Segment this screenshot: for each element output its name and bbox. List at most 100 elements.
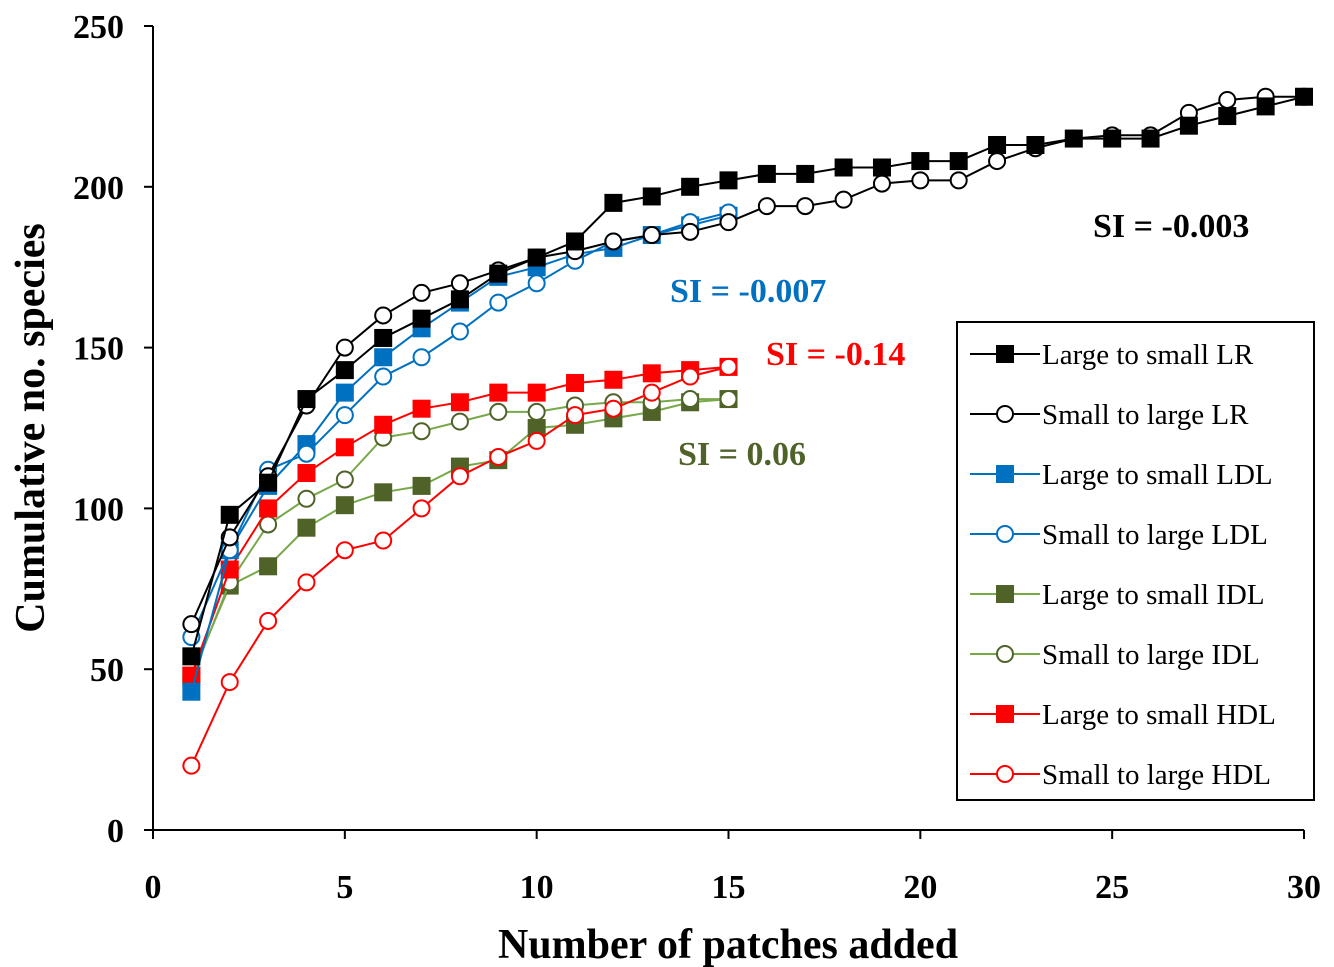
data-point — [374, 306, 393, 325]
data-point — [1295, 87, 1313, 106]
data-point — [335, 496, 354, 515]
x-axis-title: Number of patches added — [498, 922, 958, 967]
data-point — [527, 248, 546, 267]
data-point — [374, 415, 393, 434]
data-point — [1218, 107, 1237, 126]
data-point — [450, 322, 469, 341]
data-point — [374, 348, 393, 367]
data-point — [566, 232, 585, 251]
legend-item: Large to small IDL — [970, 579, 1265, 611]
legend-label: Small to large LDL — [1042, 519, 1268, 551]
y-tick-label: 0 — [107, 813, 124, 850]
legend-marker — [996, 765, 1014, 783]
legend-item: Small to large IDL — [970, 639, 1260, 671]
data-point — [527, 274, 546, 293]
data-point — [604, 232, 623, 251]
data-point — [335, 541, 354, 560]
x-tick-label: 5 — [336, 869, 353, 906]
data-point — [412, 283, 431, 302]
data-point — [489, 447, 508, 466]
legend-label: Large to small IDL — [1042, 579, 1265, 611]
legend-item: Large to small LR — [970, 339, 1254, 371]
series-small-to-large-hdl — [182, 357, 738, 775]
data-point — [489, 264, 508, 283]
data-point — [220, 673, 239, 692]
data-point — [412, 499, 431, 518]
data-point — [681, 390, 700, 409]
data-point — [259, 473, 278, 492]
data-point — [450, 274, 469, 293]
data-point — [719, 357, 738, 376]
data-point — [374, 531, 393, 550]
data-point — [681, 222, 700, 241]
axes: 0 5 10 15 20 25 30 0 50 100 150 200 250 — [73, 9, 1321, 906]
x-tick-label: 0 — [145, 869, 162, 906]
legend-marker — [996, 345, 1014, 363]
si-annotation-lr: SI = -0.003 — [1093, 208, 1249, 245]
series-layer — [182, 87, 1313, 775]
data-point — [182, 615, 201, 634]
series-small-to-large-idl — [182, 390, 738, 688]
data-point — [604, 399, 623, 418]
y-tick-label: 150 — [73, 331, 124, 368]
legend-label: Large to small LR — [1042, 339, 1254, 371]
data-point — [527, 383, 546, 402]
data-point — [1103, 129, 1122, 148]
data-point — [489, 383, 508, 402]
x-tick-label: 30 — [1287, 869, 1321, 906]
data-point — [335, 338, 354, 357]
legend: Large to small LR Small to large LR Large … — [956, 321, 1315, 801]
data-point — [1218, 90, 1237, 109]
data-point — [412, 309, 431, 328]
data-point — [374, 483, 393, 502]
series-large-to-small-idl — [182, 390, 738, 685]
data-point — [182, 682, 201, 701]
data-point — [220, 528, 239, 547]
data-point — [949, 152, 968, 171]
data-point — [297, 518, 316, 537]
data-point — [412, 348, 431, 367]
data-point — [412, 476, 431, 495]
data-point — [297, 464, 316, 483]
legend-item: Small to large LR — [970, 399, 1249, 431]
data-point — [412, 422, 431, 441]
data-point — [1179, 116, 1198, 135]
data-point — [642, 364, 661, 383]
x-tick-label: 10 — [520, 869, 554, 906]
data-point — [450, 393, 469, 412]
legend-label: Large to small LDL — [1042, 459, 1273, 491]
data-point — [719, 171, 738, 190]
legend-item: Small to large LDL — [970, 519, 1268, 551]
data-point — [527, 431, 546, 450]
data-point — [182, 647, 201, 666]
data-point — [681, 367, 700, 386]
data-point — [796, 197, 815, 216]
data-point — [527, 402, 546, 421]
data-point — [719, 213, 738, 232]
y-tick-label: 50 — [90, 652, 124, 689]
legend-label: Small to large LR — [1042, 399, 1249, 431]
legend-item: Large to small LDL — [970, 459, 1273, 491]
data-point — [297, 444, 316, 463]
data-point — [757, 164, 776, 183]
data-point — [911, 171, 930, 190]
y-axis-title: Cumulative no. species — [8, 223, 54, 633]
legend-marker — [996, 405, 1014, 423]
data-point — [374, 328, 393, 347]
data-point — [566, 406, 585, 425]
data-point — [911, 152, 930, 171]
data-point — [335, 406, 354, 425]
series-line — [190, 398, 729, 680]
legend-marker — [996, 465, 1014, 483]
y-tick-label: 100 — [73, 491, 124, 528]
legend-marker — [996, 705, 1014, 723]
data-point — [988, 152, 1007, 171]
legend-marker — [996, 645, 1014, 663]
data-point — [642, 226, 661, 245]
data-point — [297, 390, 316, 409]
data-point — [259, 499, 278, 518]
series-large-to-small-hdl — [182, 357, 738, 685]
data-point — [642, 187, 661, 206]
data-point — [1256, 97, 1275, 116]
data-point — [1064, 129, 1083, 148]
